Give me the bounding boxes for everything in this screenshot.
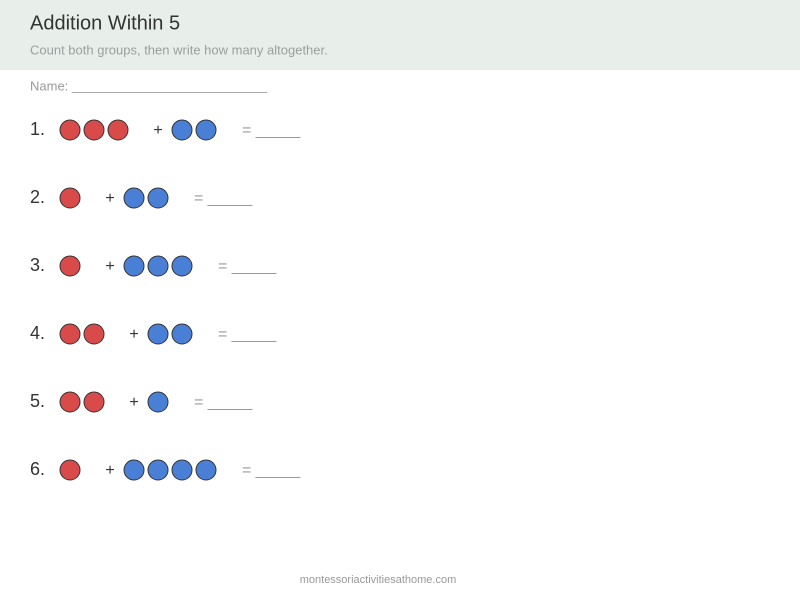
- name-field: Name: ___________________________: [30, 78, 268, 93]
- red-counter: [59, 187, 81, 209]
- plus-sign: +: [105, 258, 114, 275]
- plus-sign: +: [153, 122, 162, 139]
- blue-counter: [171, 255, 193, 277]
- blue-counter: [195, 459, 217, 481]
- problem-number: 4.: [30, 323, 45, 343]
- blue-counter: [171, 459, 193, 481]
- subtitle: Count both groups, then write how many a…: [30, 42, 328, 57]
- red-counter: [59, 255, 81, 277]
- blue-counter: [123, 187, 145, 209]
- red-counter: [107, 119, 129, 141]
- blue-counter: [147, 459, 169, 481]
- problem-number: 5.: [30, 391, 45, 411]
- answer-blank: = _____: [242, 122, 301, 139]
- problem-number: 3.: [30, 255, 45, 275]
- red-counter: [83, 119, 105, 141]
- blue-counter: [123, 255, 145, 277]
- blue-counter: [171, 119, 193, 141]
- blue-counter: [171, 323, 193, 345]
- red-counter: [59, 323, 81, 345]
- plus-sign: +: [129, 326, 138, 343]
- problem-number: 6.: [30, 459, 45, 479]
- blue-counter: [195, 119, 217, 141]
- blue-counter: [123, 459, 145, 481]
- problem-number: 1.: [30, 119, 45, 139]
- answer-blank: = _____: [218, 258, 277, 275]
- plus-sign: +: [105, 190, 114, 207]
- blue-counter: [147, 323, 169, 345]
- answer-blank: = _____: [194, 394, 253, 411]
- red-counter: [59, 119, 81, 141]
- red-counter: [59, 391, 81, 413]
- plus-sign: +: [105, 462, 114, 479]
- red-counter: [59, 459, 81, 481]
- red-counter: [83, 391, 105, 413]
- answer-blank: = _____: [242, 462, 301, 479]
- answer-blank: = _____: [194, 190, 253, 207]
- plus-sign: +: [129, 394, 138, 411]
- blue-counter: [147, 391, 169, 413]
- red-counter: [83, 323, 105, 345]
- title: Addition Within 5: [30, 12, 180, 34]
- blue-counter: [147, 187, 169, 209]
- answer-blank: = _____: [218, 326, 277, 343]
- header-band: [0, 0, 800, 70]
- blue-counter: [147, 255, 169, 277]
- footer: montessoriactivitiesathome.com: [300, 574, 457, 586]
- problem-number: 2.: [30, 187, 45, 207]
